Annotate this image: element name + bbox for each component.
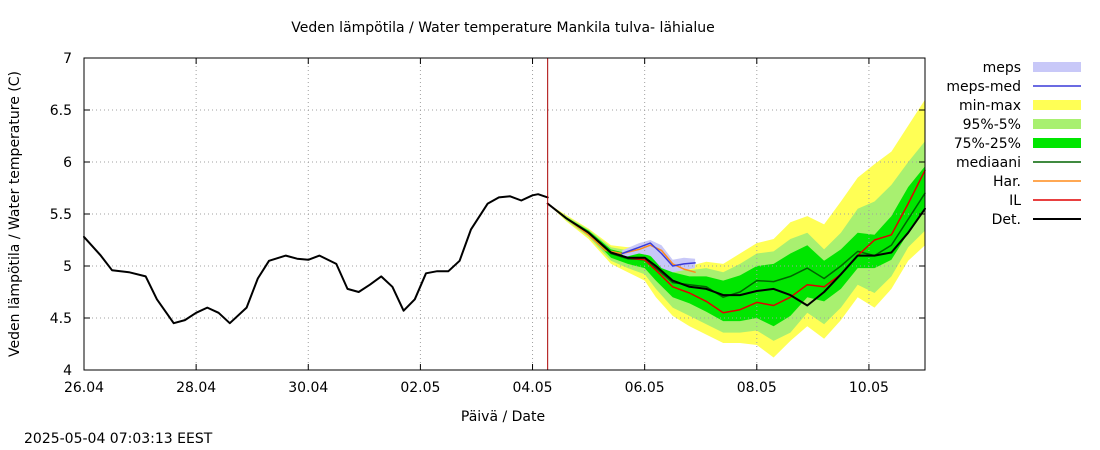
chart-title: Veden lämpötila / Water temperature Mank…: [291, 20, 715, 36]
y-axis-ticks: 4 4.5 5 5.5 6 6.5 7: [50, 51, 925, 379]
x-tick-label: 26.04: [64, 380, 104, 396]
x-tick-label: 28.04: [176, 380, 216, 396]
y-tick-label: 5: [63, 259, 72, 275]
legend-label-meps: meps: [983, 60, 1021, 76]
meps-band: [622, 240, 696, 273]
legend-swatch-p75_25: [1033, 138, 1081, 148]
legend-label-min_max: min-max: [959, 98, 1021, 114]
y-tick-label: 4: [63, 363, 72, 379]
observed-line: [83, 193, 549, 325]
x-tick-label: 08.05: [737, 380, 777, 396]
legend-label-p95_5: 95%-5%: [963, 117, 1021, 133]
x-axis-ticks: 26.04 28.04 30.04 02.05 04.05 06.05 08.05 10.05: [64, 58, 889, 396]
legend-label-mediaani: mediaani: [956, 155, 1021, 171]
y-axis-label: Veden lämpötila / Water temperature (C): [7, 71, 23, 357]
x-tick-label: 30.04: [288, 380, 328, 396]
forecast-bands: [547, 99, 925, 358]
x-tick-label: 02.05: [400, 380, 440, 396]
y-tick-label: 7: [63, 51, 72, 67]
series-lines: [83, 169, 926, 325]
legend-label-det: Det.: [992, 212, 1021, 228]
legend-label-har: Har.: [993, 174, 1021, 190]
timestamp: 2025-05-04 07:03:13 EEST: [24, 431, 213, 447]
x-tick-label: 04.05: [512, 380, 552, 396]
x-tick-label: 10.05: [849, 380, 889, 396]
y-tick-label: 6: [63, 155, 72, 171]
x-axis-label: Päivä / Date: [461, 409, 545, 425]
legend-label-p75_25: 75%-25%: [954, 136, 1021, 152]
meps-med-line: [621, 242, 696, 267]
legend-label-meps_med: meps-med: [946, 79, 1021, 95]
legend: meps meps-med min-max 95%-5% 75%-25% mediaani…: [946, 60, 1081, 228]
legend-swatch-min_max: [1033, 100, 1081, 110]
y-tick-label: 5.5: [50, 207, 72, 223]
legend-swatch-p95_5: [1033, 119, 1081, 129]
det-line: [546, 202, 926, 307]
legend-swatch-meps: [1033, 62, 1081, 72]
y-tick-label: 6.5: [50, 103, 72, 119]
legend-label-il: IL: [1009, 193, 1021, 209]
y-tick-label: 4.5: [50, 311, 72, 327]
x-tick-label: 06.05: [625, 380, 665, 396]
